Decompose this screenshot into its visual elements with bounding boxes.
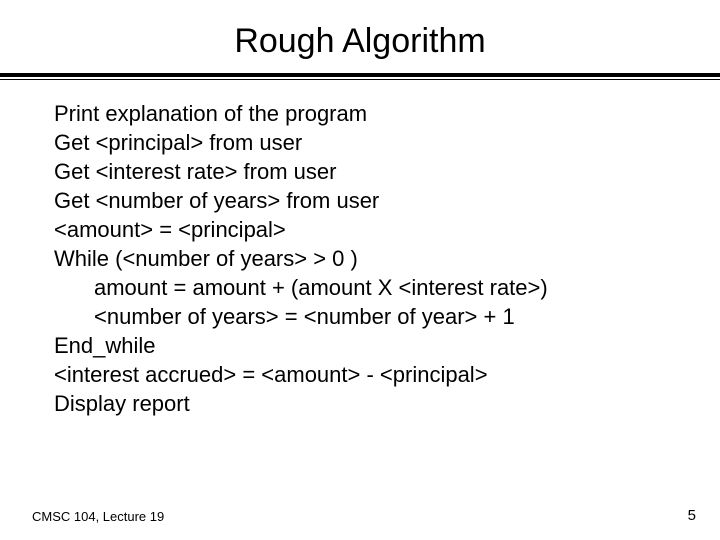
divider-thick-line xyxy=(0,73,720,77)
title-divider xyxy=(0,73,720,81)
algorithm-line-indented: amount = amount + (amount X <interest ra… xyxy=(54,273,720,302)
algorithm-line-indented: <number of years> = <number of year> + 1 xyxy=(54,302,720,331)
algorithm-line: <amount> = <principal> xyxy=(54,215,720,244)
algorithm-line: Get <principal> from user xyxy=(54,128,720,157)
footer-page-number: 5 xyxy=(688,507,696,524)
algorithm-line: End_while xyxy=(54,331,720,360)
algorithm-line: While (<number of years> > 0 ) xyxy=(54,244,720,273)
footer-course-label: CMSC 104, Lecture 19 xyxy=(32,509,164,524)
algorithm-line: Get <interest rate> from user xyxy=(54,157,720,186)
algorithm-line: Display report xyxy=(54,389,720,418)
algorithm-line: Get <number of years> from user xyxy=(54,186,720,215)
slide: Rough Algorithm Print explanation of the… xyxy=(0,0,720,540)
divider-thin-line xyxy=(0,79,720,80)
algorithm-line: <interest accrued> = <amount> - <princip… xyxy=(54,360,720,389)
slide-title: Rough Algorithm xyxy=(0,0,720,71)
algorithm-line: Print explanation of the program xyxy=(54,99,720,128)
slide-body: Print explanation of the program Get <pr… xyxy=(0,81,720,418)
